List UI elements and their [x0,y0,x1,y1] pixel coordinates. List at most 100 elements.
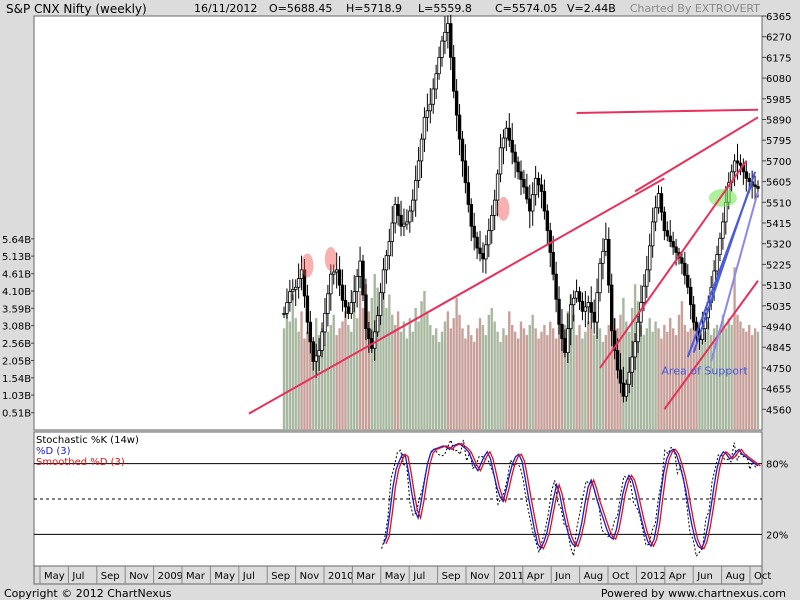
volume-bar [666,331,669,430]
trendline [634,116,759,193]
candle-body [425,110,430,118]
volume-bar [326,331,330,430]
candle-body [484,244,488,260]
header-low: L=5559.8 [418,2,472,15]
volume-bar [350,331,353,430]
trendline [663,280,759,410]
volume-tick-label: 3.59B [2,304,31,315]
candle-body [446,23,450,33]
volume-bar [669,318,672,430]
date-tick-label: Apr [669,571,687,582]
volume-bar [610,331,613,430]
volume-bar [344,311,347,430]
candle-body [431,88,435,105]
volume-tick-label: 4.61B [2,270,31,281]
candle-body [510,139,514,153]
date-tick-label: 2010 [328,571,353,582]
volume-bar [642,335,646,430]
candle-body [294,286,298,290]
candle-body [291,289,295,293]
date-tick-label: Jul [412,571,425,582]
volume-bar [496,331,499,430]
volume-bar [604,335,608,430]
volume-bar [557,318,561,430]
candle-body [358,260,362,277]
candle-body [557,298,561,325]
volume-tick-label: 3.08B [2,322,31,333]
volume-bar [458,314,461,430]
candle-body [340,284,345,301]
copyright-text: Copyright © 2012 ChartNexus [4,587,172,600]
candle-body [337,269,342,286]
volume-tick-label: 4.10B [2,287,31,298]
candle-body [627,371,631,385]
candle-body [495,173,500,201]
volume-bar [715,324,719,430]
candle-body [478,247,482,254]
volume-bar [551,328,555,430]
volume-bar [414,307,417,430]
candle-body [343,299,348,308]
volume-bar [671,328,675,430]
candle-body [443,31,447,42]
candle-body [492,199,497,216]
candle-body [665,230,669,237]
price-tick-label: 4750 [766,364,791,375]
volume-bar [563,324,567,430]
candle-body [633,341,637,358]
highlight-marker [497,196,510,221]
volume-tick-label: 5.64B [2,235,31,246]
volume-bar [423,291,426,430]
volume-bar [464,338,467,430]
volume-bar [753,328,757,430]
candle-body [624,383,629,397]
price-tick-label: 5035 [766,302,791,313]
volume-bar [598,328,602,430]
volume-bar [426,311,429,430]
candle-body [367,328,371,339]
candle-body [501,137,506,149]
candle-body [416,160,421,181]
volume-bar [750,335,754,430]
volume-bar [543,324,546,430]
volume-bar [370,297,373,430]
volume-bar [408,318,412,430]
candle-body [463,160,468,184]
volume-bar [575,335,578,430]
volume-bar [540,331,543,430]
volume-bar [361,307,365,430]
candle-body [536,177,541,186]
candle-body [618,369,623,384]
date-tick-label: Jun [554,571,571,582]
volume-bar [756,331,760,430]
trendline [692,171,757,353]
candle-body [437,57,441,75]
oscillator-tick-label: 80% [766,460,788,471]
candle-body [457,114,462,140]
price-tick-label: 4655 [766,385,791,396]
volume-bar [683,324,687,430]
candle-body [551,252,555,275]
volume-bar [736,314,739,430]
volume-bar [516,338,520,430]
volume-bar [651,331,654,430]
volume-bar [581,338,584,430]
volume-bar [358,291,362,430]
candle-body [375,315,380,333]
date-tick-label: Jul [242,571,255,582]
header-open: O=5688.45 [269,2,333,15]
candle-body [466,182,471,205]
volume-bar [294,318,297,430]
trendline [576,108,759,114]
candle-body [645,269,649,287]
volume-bar [420,301,423,430]
candle-body [346,306,351,314]
volume-bar [499,341,502,430]
volume-bar [379,301,382,430]
highlight-marker [301,253,314,278]
volume-bar [519,321,523,430]
candle-body [475,236,479,249]
candle-body [326,293,330,314]
volume-bar [382,280,385,430]
